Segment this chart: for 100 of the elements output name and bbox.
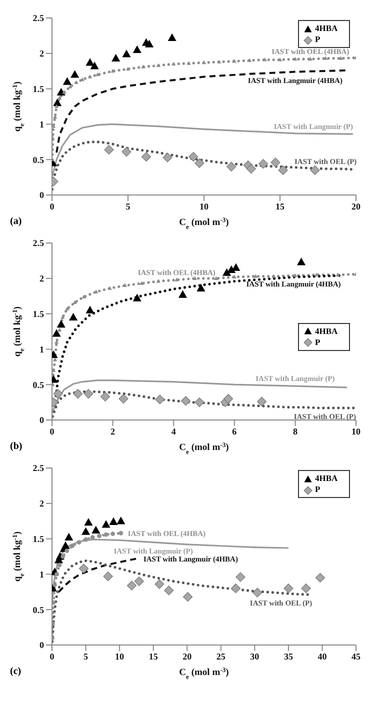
line-series xyxy=(58,558,138,593)
point xyxy=(178,290,187,298)
point xyxy=(217,60,222,64)
point xyxy=(293,56,298,61)
point xyxy=(118,394,128,404)
y-tick-label: 1.5 xyxy=(32,84,44,94)
point xyxy=(62,90,66,94)
point xyxy=(58,328,62,332)
point xyxy=(252,588,262,598)
x-tick-label: 0 xyxy=(50,201,55,212)
point xyxy=(58,96,62,100)
point xyxy=(52,329,61,337)
x-tick-label: 6 xyxy=(232,426,238,436)
point xyxy=(116,516,126,524)
point xyxy=(74,80,78,84)
point xyxy=(236,572,246,582)
point xyxy=(70,544,74,548)
point xyxy=(122,50,131,58)
x-tick-label: 30 xyxy=(250,651,260,662)
point xyxy=(52,582,57,588)
y-tick-label: 2 xyxy=(40,498,44,509)
point xyxy=(103,572,113,582)
point xyxy=(70,70,80,78)
x-tick-label: 25 xyxy=(216,651,226,662)
point xyxy=(262,58,267,62)
x-tick-label: 5 xyxy=(126,201,131,212)
point xyxy=(100,392,110,402)
point xyxy=(180,396,191,406)
y-tick-label: 1.5 xyxy=(32,534,44,544)
point xyxy=(104,532,108,537)
point xyxy=(97,534,102,538)
point xyxy=(284,584,294,594)
point xyxy=(258,159,268,169)
point xyxy=(88,74,92,78)
point xyxy=(65,306,70,310)
point xyxy=(246,164,256,174)
point xyxy=(134,576,144,586)
point xyxy=(338,56,343,60)
point xyxy=(314,272,319,276)
point xyxy=(84,537,88,542)
point xyxy=(278,165,288,176)
point xyxy=(172,62,176,66)
legend-label: 4HBA xyxy=(315,326,338,337)
legend-label: 4HBA xyxy=(315,473,338,484)
point xyxy=(155,394,165,404)
point xyxy=(186,61,191,65)
point xyxy=(86,306,94,314)
point xyxy=(54,104,59,108)
point xyxy=(52,368,56,372)
y-tick-label: 2.5 xyxy=(32,238,44,248)
y-tick-label: 1 xyxy=(40,569,44,580)
point xyxy=(188,152,198,162)
x-tick-label: 45 xyxy=(352,651,361,662)
point xyxy=(110,68,115,73)
y-tick-label: 0 xyxy=(40,640,44,650)
y-tick-label: 0 xyxy=(40,415,44,426)
point xyxy=(154,579,164,589)
point xyxy=(132,294,142,302)
y-tick-label: 0.5 xyxy=(32,380,44,390)
point xyxy=(61,541,70,550)
y-tick-label: 2.5 xyxy=(32,13,44,24)
point xyxy=(122,147,132,157)
point xyxy=(64,532,74,541)
point xyxy=(57,562,62,568)
point xyxy=(214,276,218,280)
point xyxy=(254,274,258,278)
legend-label: 4HBA xyxy=(315,23,338,34)
point xyxy=(110,532,115,536)
point xyxy=(272,274,276,278)
text: (b) xyxy=(10,441,22,452)
x-tick-label: 20 xyxy=(352,201,361,212)
x-tick-label: 20 xyxy=(182,651,192,662)
point xyxy=(68,84,72,88)
x-tick-label: 10 xyxy=(115,651,125,662)
point xyxy=(248,58,252,62)
point xyxy=(324,56,328,60)
point xyxy=(69,312,78,320)
x-tick-label: 2 xyxy=(110,426,116,436)
point xyxy=(336,272,340,276)
point xyxy=(112,54,120,62)
point xyxy=(54,572,59,576)
point xyxy=(109,517,118,525)
x-tick-label: 35 xyxy=(284,651,294,662)
point xyxy=(60,315,65,319)
point xyxy=(232,58,236,63)
x-tick-label: 40 xyxy=(318,651,328,662)
point xyxy=(140,281,144,285)
point xyxy=(156,279,160,283)
point xyxy=(104,144,114,154)
point xyxy=(92,526,100,534)
point xyxy=(82,527,90,535)
point xyxy=(293,273,298,278)
legend-label: P xyxy=(315,336,320,348)
point xyxy=(86,58,94,66)
point xyxy=(224,394,234,404)
point xyxy=(72,300,77,304)
point xyxy=(52,358,58,362)
point xyxy=(194,398,204,408)
point xyxy=(141,152,152,162)
text: (c) xyxy=(10,666,22,677)
